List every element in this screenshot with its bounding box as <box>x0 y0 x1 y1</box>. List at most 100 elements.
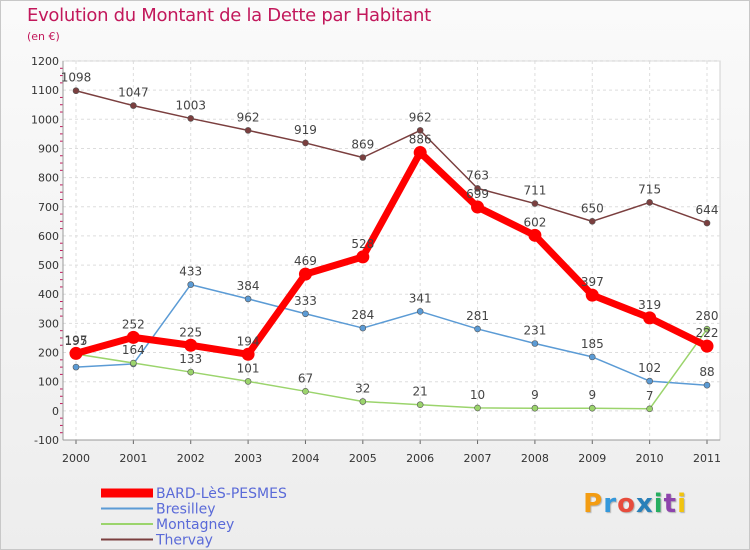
data-label: 281 <box>466 309 489 323</box>
y-tick-label: 1100 <box>31 84 59 97</box>
data-label: 384 <box>237 279 260 293</box>
data-point <box>588 353 596 361</box>
logo-letter: r <box>603 489 618 519</box>
data-point <box>416 127 424 134</box>
x-tick-label: 2004 <box>291 452 319 465</box>
x-tick-label: 2002 <box>177 452 205 465</box>
y-tick-label: 0 <box>52 405 59 418</box>
data-label: 711 <box>523 184 546 198</box>
y-tick-label: 300 <box>38 317 59 330</box>
data-label: 1098 <box>61 71 92 85</box>
data-point <box>244 295 252 303</box>
data-label: 9 <box>588 388 596 402</box>
data-label: 197 <box>65 333 88 347</box>
data-point <box>531 340 539 347</box>
data-point <box>646 199 653 206</box>
x-tick-label: 2001 <box>119 452 147 465</box>
y-tick-label: 500 <box>38 259 59 272</box>
data-label: 88 <box>699 365 714 379</box>
data-point <box>643 311 657 325</box>
data-point <box>588 218 596 225</box>
data-point <box>72 87 80 95</box>
y-tick-label: 1200 <box>31 55 59 68</box>
x-tick-label: 2011 <box>693 452 721 465</box>
data-label: 962 <box>409 110 432 124</box>
logo-letter: o <box>617 489 636 519</box>
data-point <box>474 185 481 192</box>
data-point <box>244 127 252 134</box>
x-tick-label: 2005 <box>349 452 377 465</box>
series-line <box>75 283 708 386</box>
data-label: 21 <box>413 385 428 399</box>
data-point <box>471 200 485 214</box>
data-label: 133 <box>179 352 202 366</box>
chart-unit: (en €) <box>27 30 60 43</box>
y-tick-label: 800 <box>38 172 59 185</box>
data-point <box>528 228 542 242</box>
data-point <box>703 381 711 389</box>
x-tick-label: 2000 <box>62 452 90 465</box>
data-label: 195 <box>65 334 88 348</box>
data-label: 102 <box>638 361 661 375</box>
data-point <box>126 330 140 344</box>
data-label: 650 <box>581 201 604 215</box>
data-label: 231 <box>523 324 546 338</box>
data-point <box>69 346 83 360</box>
data-point <box>187 115 195 122</box>
data-label: 397 <box>581 275 604 289</box>
data-label: 7 <box>646 389 654 403</box>
data-point <box>298 267 312 281</box>
data-point <box>244 378 252 385</box>
data-point <box>416 401 424 409</box>
y-tick-label: 700 <box>38 201 59 214</box>
data-label: 319 <box>638 298 661 312</box>
y-tick-label: 200 <box>38 347 59 360</box>
series-line <box>75 89 708 224</box>
data-label: 9 <box>531 388 539 402</box>
y-tick-label: 900 <box>38 142 59 155</box>
logo-letter: i <box>653 489 664 519</box>
y-tick-label: 1000 <box>31 113 59 126</box>
x-tick-label: 2009 <box>578 452 606 465</box>
series-line <box>75 328 708 410</box>
data-label: 433 <box>179 265 202 279</box>
x-tick-label: 2008 <box>521 452 549 465</box>
data-point <box>302 139 309 147</box>
logo-letter: t <box>663 489 678 519</box>
data-label: 469 <box>294 254 317 268</box>
data-point <box>302 310 309 318</box>
data-label: 341 <box>409 291 432 305</box>
data-point <box>241 347 255 361</box>
data-label: 185 <box>581 337 604 351</box>
data-point <box>359 154 367 161</box>
data-point <box>130 102 137 109</box>
proxiti-logo: Proxiti <box>583 489 687 519</box>
data-point <box>588 404 596 412</box>
logo-letter: i <box>677 489 687 519</box>
data-point <box>585 288 599 302</box>
data-label: 10 <box>470 388 485 402</box>
data-label: 284 <box>351 308 374 322</box>
data-point <box>356 250 370 264</box>
y-tick-label: 600 <box>38 230 59 243</box>
data-label: 101 <box>237 361 260 375</box>
data-label: 869 <box>351 137 374 151</box>
data-label: 280 <box>696 309 719 323</box>
data-point <box>474 404 481 412</box>
x-tick-label: 2006 <box>406 452 434 465</box>
data-label: 1047 <box>118 86 149 100</box>
logo-letter: P <box>583 489 604 519</box>
data-label: 919 <box>294 123 317 137</box>
data-point <box>72 363 80 371</box>
data-label: 252 <box>122 317 145 331</box>
data-point <box>302 388 309 395</box>
y-tick-label: -100 <box>34 434 59 447</box>
data-label: 225 <box>179 325 202 339</box>
chart-title: Evolution du Montant de la Dette par Hab… <box>27 5 431 26</box>
data-label: 528 <box>351 237 374 251</box>
x-tick-label: 2003 <box>234 452 262 465</box>
data-point <box>646 377 653 385</box>
legend-label: Thervay <box>155 533 213 549</box>
